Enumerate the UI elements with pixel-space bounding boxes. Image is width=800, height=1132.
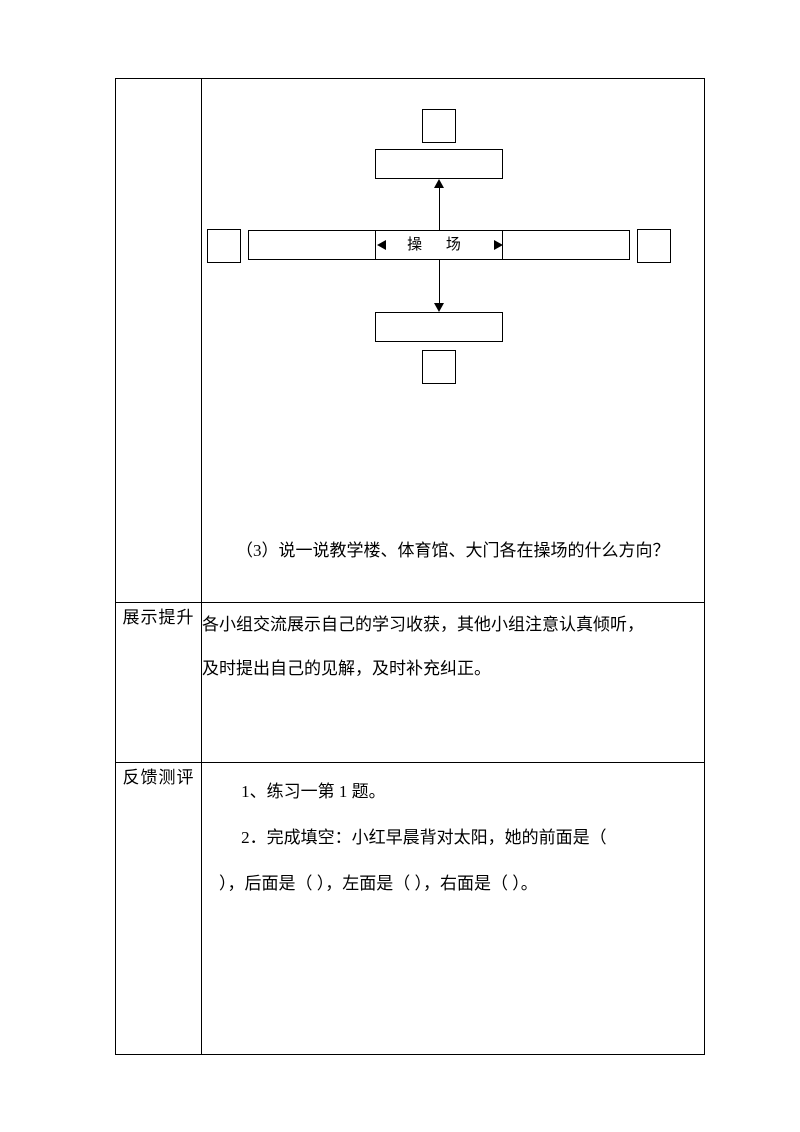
diagram-box-left-small	[207, 229, 241, 263]
arrow-down-head	[434, 303, 444, 312]
table-row: 展示提升 各小组交流展示自己的学习收获，其他小组注意认真倾听， 及时提出自己的见…	[116, 603, 705, 763]
arrow-right-head	[494, 240, 503, 250]
row3-line3: ），后面是（ ），左面是（ ），右面是（ ）。	[202, 861, 704, 907]
document-page: 操 场 （3）说一说教学楼、体育馆、大门各在操场的什么方向？ 展示提升 各小组交…	[0, 0, 800, 1132]
diagram-box-top-wide	[375, 149, 503, 179]
arrow-up-head	[434, 179, 444, 188]
diagram-box-center: 操 场	[375, 230, 503, 260]
main-table: 操 场 （3）说一说教学楼、体育馆、大门各在操场的什么方向？ 展示提升 各小组交…	[115, 78, 705, 1055]
row3-line2: 2．完成填空：小红早晨背对太阳，她的前面是（	[202, 815, 704, 861]
row2-label-cell: 展示提升	[116, 603, 202, 763]
row3-line1: 1、练习一第 1 题。	[202, 769, 704, 815]
arrow-down-line	[439, 260, 440, 303]
diagram-box-left-wide	[248, 230, 376, 260]
table-row: 操 场 （3）说一说教学楼、体育馆、大门各在操场的什么方向？	[116, 79, 705, 603]
direction-diagram: 操 场	[202, 99, 704, 409]
table-row: 反馈测评 1、练习一第 1 题。 2．完成填空：小红早晨背对太阳，她的前面是（ …	[116, 763, 705, 1055]
diagram-box-right-small	[637, 229, 671, 263]
diagram-box-top-small	[422, 109, 456, 143]
arrow-up-line	[439, 188, 440, 230]
row3-label-cell: 反馈测评	[116, 763, 202, 1055]
row1-content-cell: 操 场 （3）说一说教学楼、体育馆、大门各在操场的什么方向？	[202, 79, 705, 603]
row1-label-cell	[116, 79, 202, 603]
diagram-box-right-wide	[502, 230, 630, 260]
row2-content-cell: 各小组交流展示自己的学习收获，其他小组注意认真倾听， 及时提出自己的见解，及时补…	[202, 603, 705, 763]
row3-inner: 1、练习一第 1 题。 2．完成填空：小红早晨背对太阳，她的前面是（ ），后面是…	[202, 763, 704, 907]
row3-content-cell: 1、练习一第 1 题。 2．完成填空：小红早晨背对太阳，她的前面是（ ），后面是…	[202, 763, 705, 1055]
question-3-text: （3）说一说教学楼、体育馆、大门各在操场的什么方向？	[202, 529, 704, 573]
row2-line1: 各小组交流展示自己的学习收获，其他小组注意认真倾听，	[202, 615, 644, 634]
diagram-box-bot-small	[422, 350, 456, 384]
row2-line2: 及时提出自己的见解，及时补充纠正。	[202, 659, 491, 678]
diagram-box-bot-wide	[375, 312, 503, 342]
arrow-left-head	[377, 240, 386, 250]
